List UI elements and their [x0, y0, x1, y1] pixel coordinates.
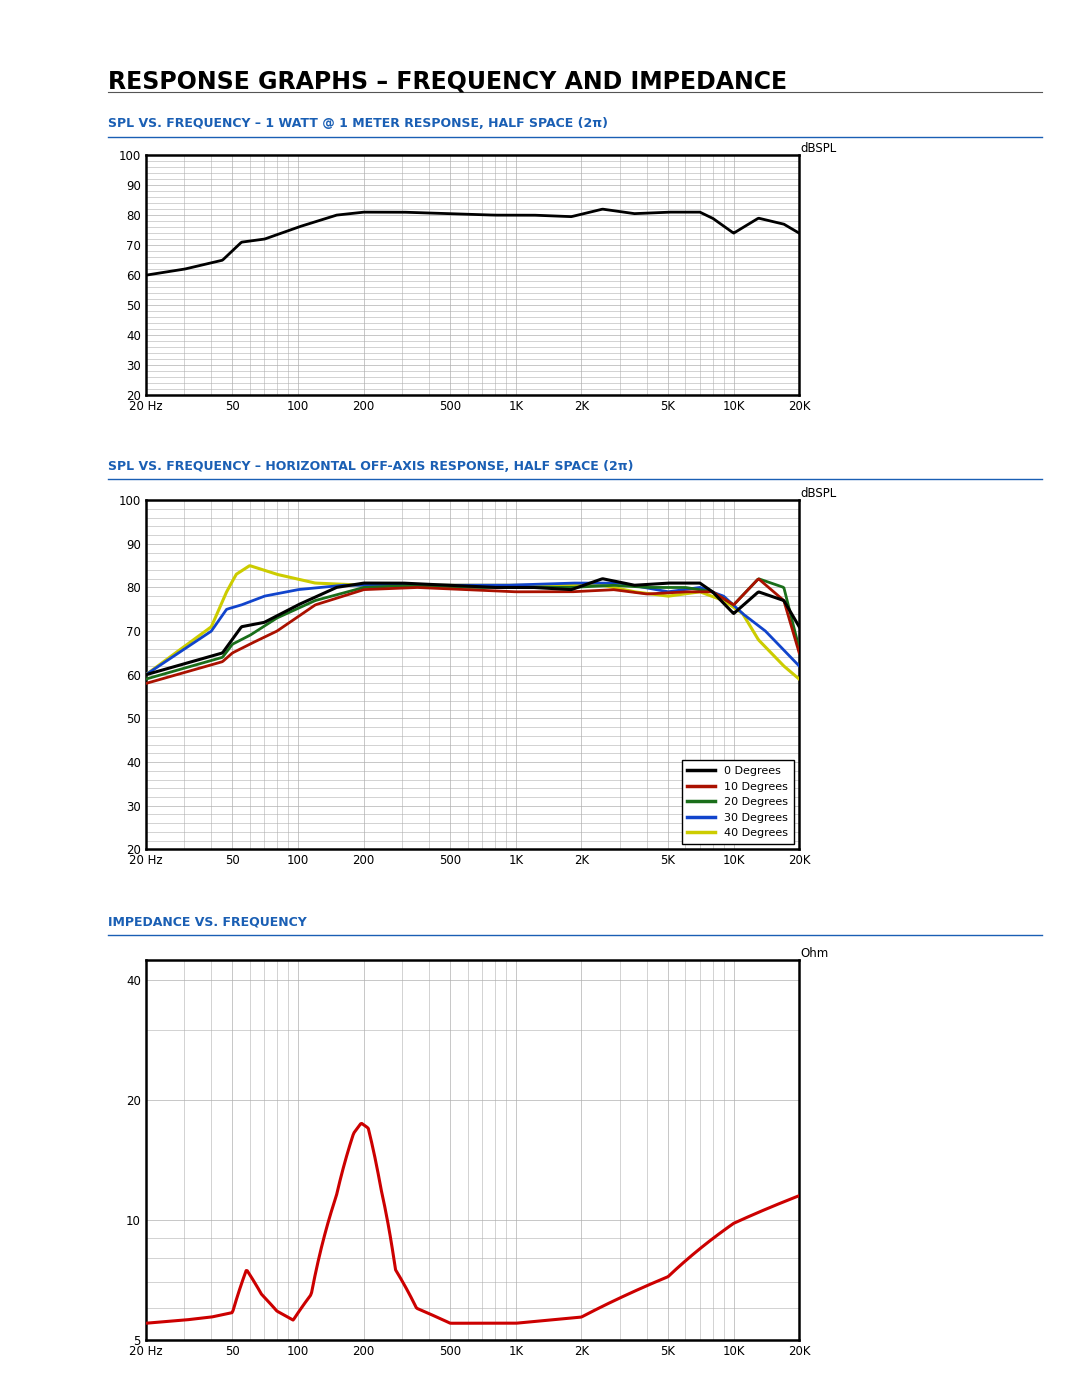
- Text: RESPONSE GRAPHS – FREQUENCY AND IMPEDANCE: RESPONSE GRAPHS – FREQUENCY AND IMPEDANC…: [108, 70, 787, 94]
- Text: SPL VS. FREQUENCY – HORIZONTAL OFF-AXIS RESPONSE, HALF SPACE (2π): SPL VS. FREQUENCY – HORIZONTAL OFF-AXIS …: [108, 460, 634, 472]
- Text: Ohm: Ohm: [800, 947, 828, 960]
- Text: SPL VS. FREQUENCY – 1 WATT @ 1 METER RESPONSE, HALF SPACE (2π): SPL VS. FREQUENCY – 1 WATT @ 1 METER RES…: [108, 117, 608, 130]
- Legend: 0 Degrees, 10 Degrees, 20 Degrees, 30 Degrees, 40 Degrees: 0 Degrees, 10 Degrees, 20 Degrees, 30 De…: [681, 760, 794, 844]
- Text: dBSPL: dBSPL: [800, 488, 837, 500]
- Text: dBSPL: dBSPL: [800, 142, 837, 155]
- Text: IMPEDANCE VS. FREQUENCY: IMPEDANCE VS. FREQUENCY: [108, 915, 307, 928]
